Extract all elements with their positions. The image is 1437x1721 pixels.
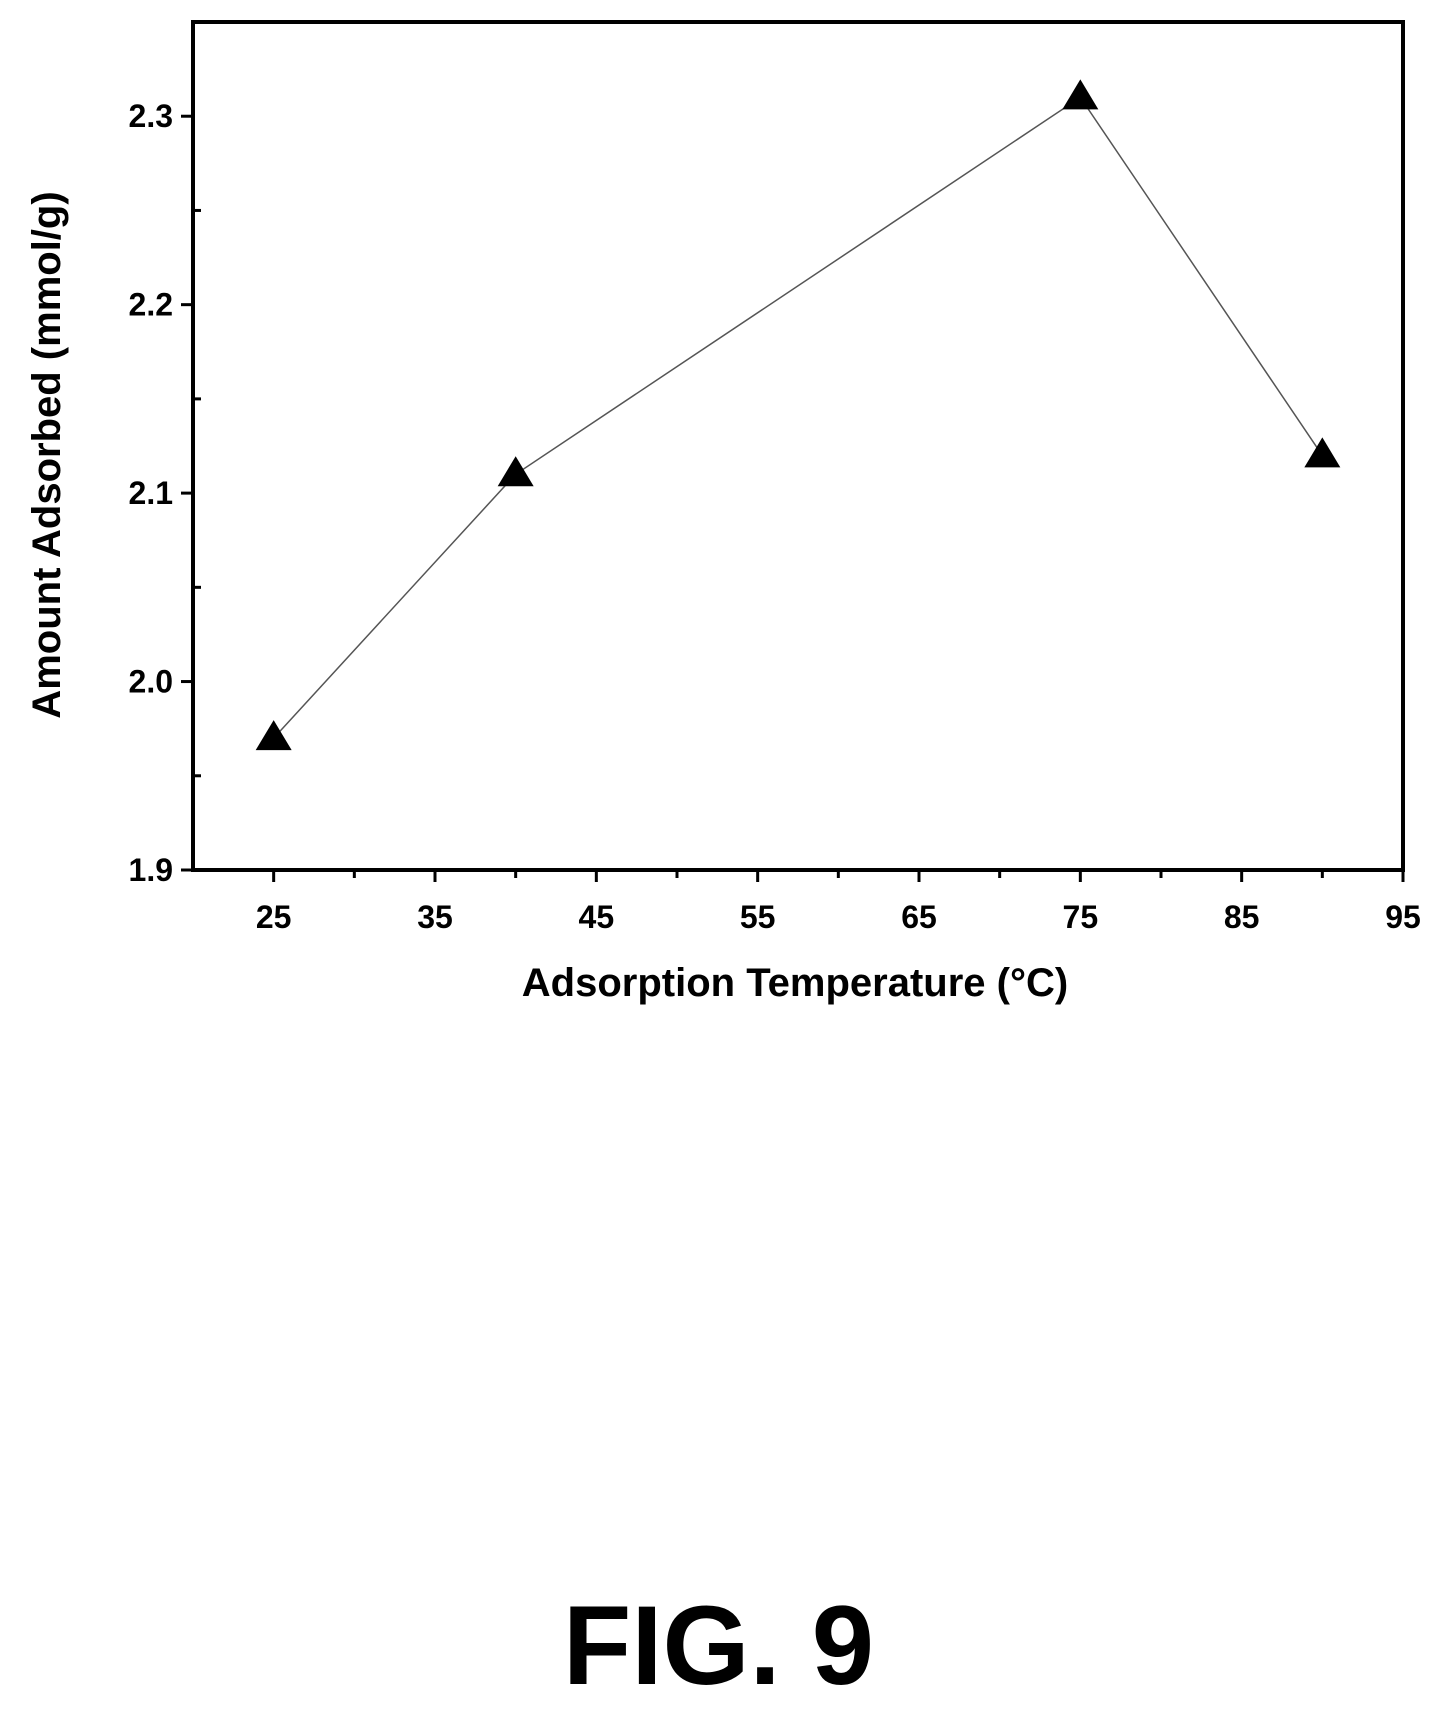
x-tick-label: 25 bbox=[256, 899, 292, 935]
y-axis-title: Amount Adsorbed (mmol/g) bbox=[25, 191, 69, 718]
series-layer bbox=[255, 79, 1341, 751]
y-tick-label: 1.9 bbox=[129, 852, 173, 888]
y-axis-ticks: 1.9 2.0 2.1 2.2 2.3 bbox=[129, 20, 201, 888]
y-tick-label: 2.0 bbox=[129, 664, 173, 700]
y-tick-label: 2.3 bbox=[129, 98, 173, 134]
data-point-marker bbox=[255, 720, 292, 751]
x-tick-label: 55 bbox=[740, 899, 776, 935]
y-tick-label: 2.1 bbox=[129, 475, 173, 511]
x-tick-label: 35 bbox=[417, 899, 453, 935]
x-tick-label: 75 bbox=[1063, 899, 1099, 935]
y-tick-label: 2.2 bbox=[129, 287, 173, 323]
series-line bbox=[273, 96, 1323, 739]
data-point-marker bbox=[1304, 437, 1341, 468]
x-tick-label: 45 bbox=[579, 899, 615, 935]
x-tick-label: 95 bbox=[1385, 899, 1421, 935]
x-tick-label: 85 bbox=[1224, 899, 1260, 935]
data-point-marker bbox=[1062, 79, 1099, 110]
x-axis-ticks: 25 35 45 55 65 75 85 95 bbox=[256, 870, 1421, 935]
plot-frame bbox=[191, 20, 1405, 872]
x-axis-title: Adsorption Temperature (°C) bbox=[522, 961, 1068, 1005]
x-tick-label: 65 bbox=[901, 899, 937, 935]
data-point-marker bbox=[497, 456, 534, 487]
figure-caption: FIG. 9 bbox=[562, 1583, 875, 1708]
